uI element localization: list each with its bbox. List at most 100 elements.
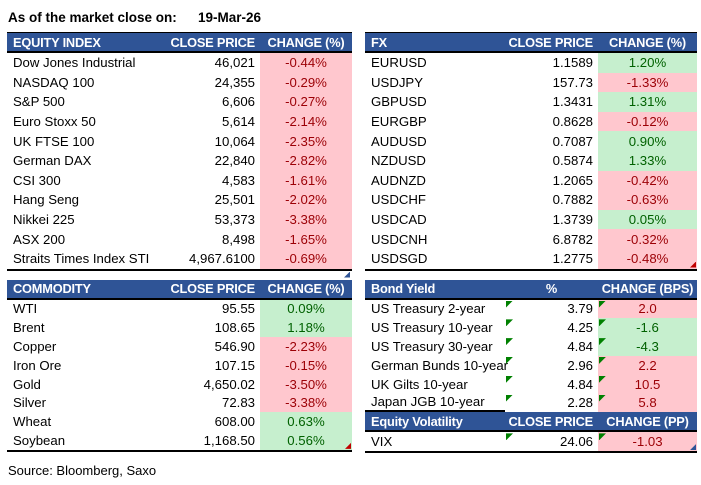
change-value: 0.63% [260,412,352,432]
close-price: 0.7882 [552,192,593,208]
table-row: GBPUSD 1.3431 1.31% [365,92,697,112]
table-row: Soybean 1,168.50 0.56% [7,431,352,450]
change-value: -2.82% [260,150,352,171]
equity-index-rows: Dow Jones Industrial 46,021 -0.44% NASDAQ 1… [7,53,352,269]
change-value: -2.35% [260,131,352,151]
close-price: 0.7087 [552,133,593,149]
close-price: 6.8782 [552,231,593,247]
table-row: Nikkei 225 53,373 -3.38% [7,209,352,230]
instrument-name: UK FTSE 100 [13,133,95,149]
close-price: 1.1589 [552,55,593,71]
cell-error-flag-icon [599,300,606,308]
change-value: -0.44% [260,53,352,73]
cell-corner-mark-icon [690,444,696,451]
instrument-name: Hang Seng [13,192,79,208]
cell-error-flag-icon [599,338,606,346]
table-row: Japan JGB 10-year 2.28 5.8 [365,393,697,413]
close-price: 10,064 [214,133,255,149]
equity-volatility-table: Equity Volatility CLOSE PRICE CHANGE (PP… [365,412,697,454]
instrument-name: EURGBP [371,114,427,130]
instrument-name: Iron Ore [13,357,62,373]
close-price: 2.96 [505,356,598,375]
close-price: 4,583 [221,172,255,188]
close-price: 108.65 [214,320,255,336]
instrument-name: German DAX [13,153,92,169]
table-row: Hang Seng 25,501 -2.02% [7,190,352,210]
change-value: -4.3 [598,337,697,356]
as-of-date: 19-Mar-26 [198,10,262,25]
instrument-name: GBPUSD [371,94,427,110]
close-price: 3.79 [505,300,598,319]
change-value: 0.56% [260,431,352,450]
change-value: 2.2 [598,355,697,375]
close-price: 53,373 [214,212,255,228]
instrument-name: AUDNZD [371,172,426,188]
table-row: EURUSD 1.1589 1.20% [365,53,697,73]
instrument-name: US Treasury 2-year [371,301,486,317]
change-value: -3.38% [260,393,352,413]
close-price: 24,355 [214,74,255,90]
cell-error-flag-icon [506,319,513,327]
close-price: 2.28 [505,394,598,413]
instrument-name: EURUSD [371,55,427,71]
change-value: -0.32% [598,229,697,249]
close-price: 6,606 [221,94,255,110]
cell-error-flag-icon [506,433,513,441]
instrument-name: CSI 300 [13,172,61,188]
source-note: Source: Bloomberg, Saxo [8,462,157,478]
cell-error-flag-icon [599,356,606,364]
table-row: Iron Ore 107.15 -0.15% [7,355,352,375]
close-price: 608.00 [214,414,255,430]
table-row: Silver 72.83 -3.38% [7,393,352,413]
table-row: AUDUSD 0.7087 0.90% [365,131,697,151]
instrument-name: NZDUSD [371,153,426,169]
close-price: 24.06 [505,432,598,451]
instrument-name: ASX 200 [13,231,66,247]
col-close-price: CLOSE PRICE [170,281,255,297]
col-change-bps: CHANGE (BPS) [601,281,694,297]
table-row: ASX 200 8,498 -1.65% [7,229,352,249]
table-row: USDCAD 1.3739 0.05% [365,209,697,230]
equity-index-header: EQUITY INDEX CLOSE PRICE CHANGE (%) [7,33,352,53]
instrument-name: Straits Times Index STI [13,251,150,267]
close-price: 546.90 [214,339,255,355]
commodity-header: COMMODITY CLOSE PRICE CHANGE (%) [7,279,352,300]
equity-index-table: EQUITY INDEX CLOSE PRICE CHANGE (%) Dow … [7,32,352,278]
table-row: UK Gilts 10-year 4.84 10.5 [365,374,697,394]
change-value: -0.27% [260,92,352,112]
change-value: 10.5 [598,374,697,394]
table-row: Wheat 608.00 0.63% [7,412,352,432]
close-price: 46,021 [214,55,255,71]
as-of-label: As of the market close on: [8,10,177,25]
change-value: -0.15% [260,355,352,375]
table-row: USDJPY 157.73 -1.33% [365,72,697,93]
close-price: 1.2775 [552,251,593,267]
cell-corner-mark-icon [345,442,351,449]
close-price: 4,967.6100 [188,251,255,267]
table-row: USDSGD 1.2775 -0.48% [365,248,697,269]
change-value: 0.09% [260,299,352,319]
close-price: 5,614 [221,114,255,130]
col-change: CHANGE (%) [609,34,686,50]
close-price: 72.83 [221,395,255,411]
fx-rows: EURUSD 1.1589 1.20% USDJPY 157.73 -1.33% GBPUS… [365,53,697,269]
table-row: NZDUSD 0.5874 1.33% [365,150,697,171]
close-price: 25,501 [214,192,255,208]
instrument-name: USDJPY [371,74,424,90]
instrument-name: US Treasury 30-year [371,339,493,355]
table-row: German DAX 22,840 -2.82% [7,150,352,171]
table-row: USDCHF 0.7882 -0.63% [365,190,697,210]
col-yield-percent: % [545,281,558,297]
change-value: 2.0 [598,299,697,319]
table-title: Bond Yield [371,281,436,297]
table-title: COMMODITY [13,281,91,297]
table-row: Straits Times Index STI 4,967.6100 -0.69% [7,248,352,269]
col-change: CHANGE (%) [267,281,345,297]
close-price: 8,498 [221,231,255,247]
close-price: 4.25 [505,318,598,337]
instrument-name: USDCHF [371,192,426,208]
instrument-name: US Treasury 10-year [371,320,493,336]
change-value: -0.42% [598,170,697,191]
right-column: FX CLOSE PRICE CHANGE (%) EURUSD 1.1589 1.… [365,32,697,454]
